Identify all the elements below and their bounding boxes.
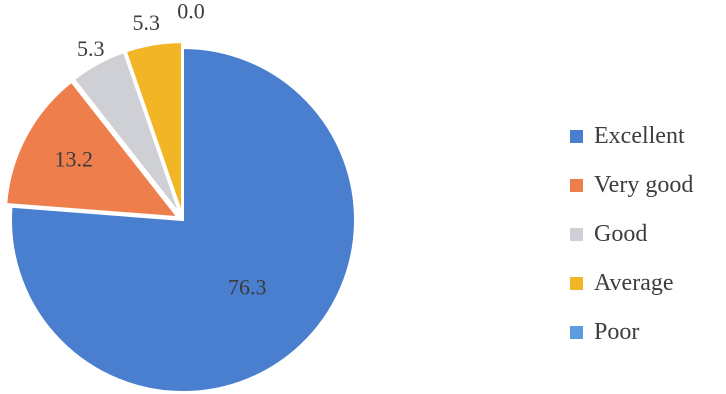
data-label-average: 5.3 [132, 10, 160, 35]
legend-item-average: Average [570, 259, 693, 308]
data-label-excellent: 76.3 [228, 274, 267, 299]
legend-swatch-very-good [570, 179, 583, 192]
legend: Excellent Very good Good Average Poor [570, 112, 693, 357]
legend-label-poor: Poor [594, 319, 640, 345]
legend-item-very-good: Very good [570, 161, 693, 210]
pie-slice-good [72, 50, 182, 216]
legend-label-average: Average [594, 270, 674, 296]
data-label-very-good: 13.2 [55, 147, 94, 172]
legend-item-excellent: Excellent [570, 112, 693, 161]
legend-item-good: Good [570, 210, 693, 259]
legend-swatch-poor [570, 326, 583, 339]
data-label-poor: 0.0 [177, 0, 205, 24]
legend-swatch-average [570, 277, 583, 290]
legend-label-excellent: Excellent [594, 123, 685, 149]
pie-data-labels: 76.3 13.2 5.3 5.3 0.0 [55, 0, 267, 299]
legend-swatch-good [570, 228, 583, 241]
pie-slice-excellent [10, 46, 356, 393]
legend-label-very-good: Very good [594, 172, 694, 198]
data-label-good: 5.3 [77, 36, 105, 61]
legend-label-good: Good [594, 221, 648, 247]
legend-swatch-excellent [570, 130, 583, 143]
legend-item-poor: Poor [570, 308, 693, 357]
pie-slice-average [124, 41, 184, 215]
pie-slice-very-good [5, 80, 180, 219]
pie-slices [5, 41, 356, 393]
